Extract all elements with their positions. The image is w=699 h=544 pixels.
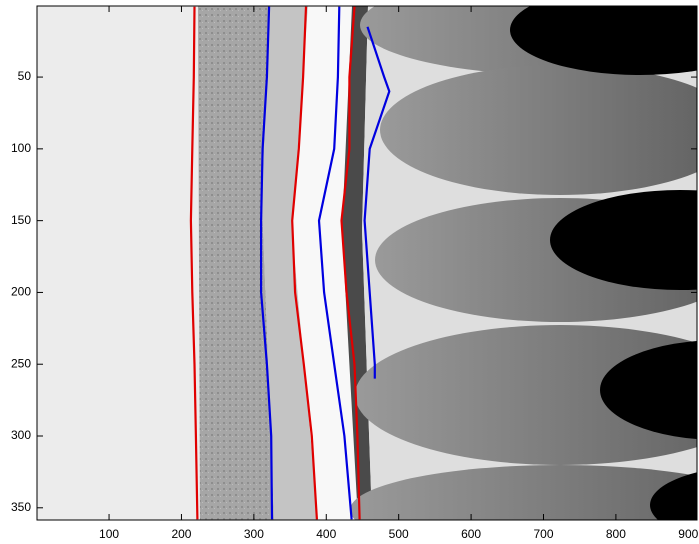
y-tick-label: 100 (11, 141, 31, 155)
x-tick-label: 300 (244, 527, 264, 541)
x-tick-label: 400 (316, 527, 336, 541)
axes-box (36, 5, 698, 521)
boundary-curve (291, 6, 318, 520)
boundary-curve (260, 6, 274, 520)
boundary-curve (363, 26, 391, 379)
boundary-curve (189, 6, 199, 520)
x-tick-label: 500 (389, 527, 409, 541)
image (37, 6, 697, 520)
x-tick-label: 700 (533, 527, 553, 541)
y-tick-label: 200 (11, 285, 31, 299)
overlay-curves (189, 6, 391, 520)
y-tick-label: 50 (18, 69, 32, 83)
x-tick-label: 600 (461, 527, 481, 541)
boundary-curve (340, 6, 361, 520)
x-tick-label: 800 (606, 527, 626, 541)
boundary-curve (317, 6, 353, 520)
x-tick-label: 200 (171, 527, 191, 541)
y-tick-label: 150 (11, 213, 31, 227)
y-tick-label: 350 (11, 500, 31, 514)
y-tick-label: 300 (11, 428, 31, 442)
x-tick-label: 100 (99, 527, 119, 541)
y-tick-label: 250 (11, 356, 31, 370)
x-tick-label: 900 (678, 527, 698, 541)
